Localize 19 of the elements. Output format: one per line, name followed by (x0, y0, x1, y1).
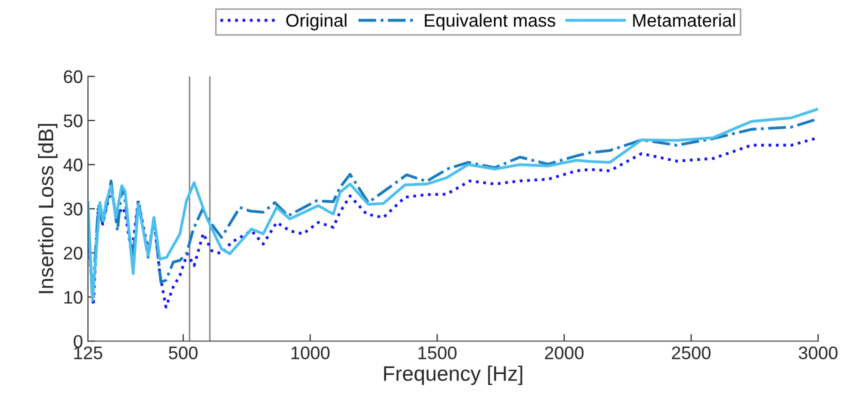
x-tick-label: 3000 (798, 346, 838, 360)
y-tick-label: 60 (64, 70, 82, 84)
x-tick-label: 1000 (291, 346, 330, 360)
y-tick-label: 30 (64, 202, 82, 216)
x-tick-label: 500 (168, 346, 198, 360)
legend-label: Metamaterial (633, 14, 735, 27)
y-tick-label: 0 (74, 335, 82, 348)
y-tick-label: 10 (64, 290, 82, 304)
x-tick-label: 1500 (418, 346, 457, 360)
y-axis-title: Insertion Loss [dB] (38, 124, 58, 294)
y-tick-label: 40 (63, 158, 82, 172)
x-axis-title: Frequency [Hz] (384, 366, 522, 386)
x-tick-label: 125 (74, 346, 102, 360)
x-tick-label: 2000 (544, 346, 584, 360)
legend-label: Original (286, 14, 346, 30)
y-tick-label: 20 (64, 246, 82, 260)
x-tick-label: 2500 (672, 346, 711, 360)
y-tick-label: 50 (64, 114, 82, 128)
legend-label: Equivalent mass (424, 14, 556, 30)
